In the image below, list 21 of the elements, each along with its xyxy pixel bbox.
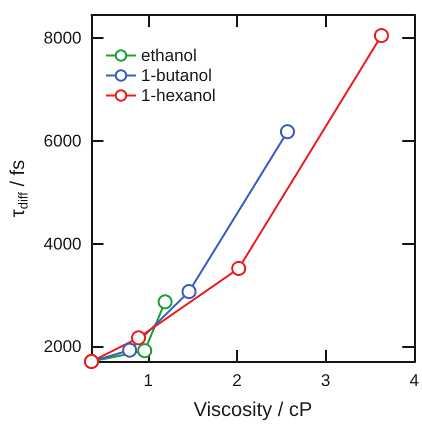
y-tick-label: 4000 <box>44 234 82 254</box>
x-tick-label: 2 <box>232 371 242 390</box>
y-axis-title: τdiff / fs <box>7 160 30 218</box>
y-tick-label: 2000 <box>44 337 82 356</box>
x-tick-label: 1 <box>144 371 153 390</box>
x-tick-label: 3 <box>320 371 330 390</box>
point <box>231 260 246 276</box>
point <box>374 28 389 44</box>
point <box>137 343 152 358</box>
point <box>131 330 146 346</box>
point <box>280 124 295 140</box>
y-tick-label: 8000 <box>44 28 82 48</box>
legend-label: 1-butanol <box>141 66 212 85</box>
x-tick-label: 4 <box>410 371 420 390</box>
legend-label: ethanol <box>141 46 197 65</box>
point <box>122 342 138 358</box>
legend-label: 1-hexanol <box>141 86 216 105</box>
point <box>182 284 197 300</box>
x-axis-title: Viscosity / cP <box>194 399 312 421</box>
point <box>158 294 173 310</box>
y-tick-label: 6000 <box>44 131 82 150</box>
